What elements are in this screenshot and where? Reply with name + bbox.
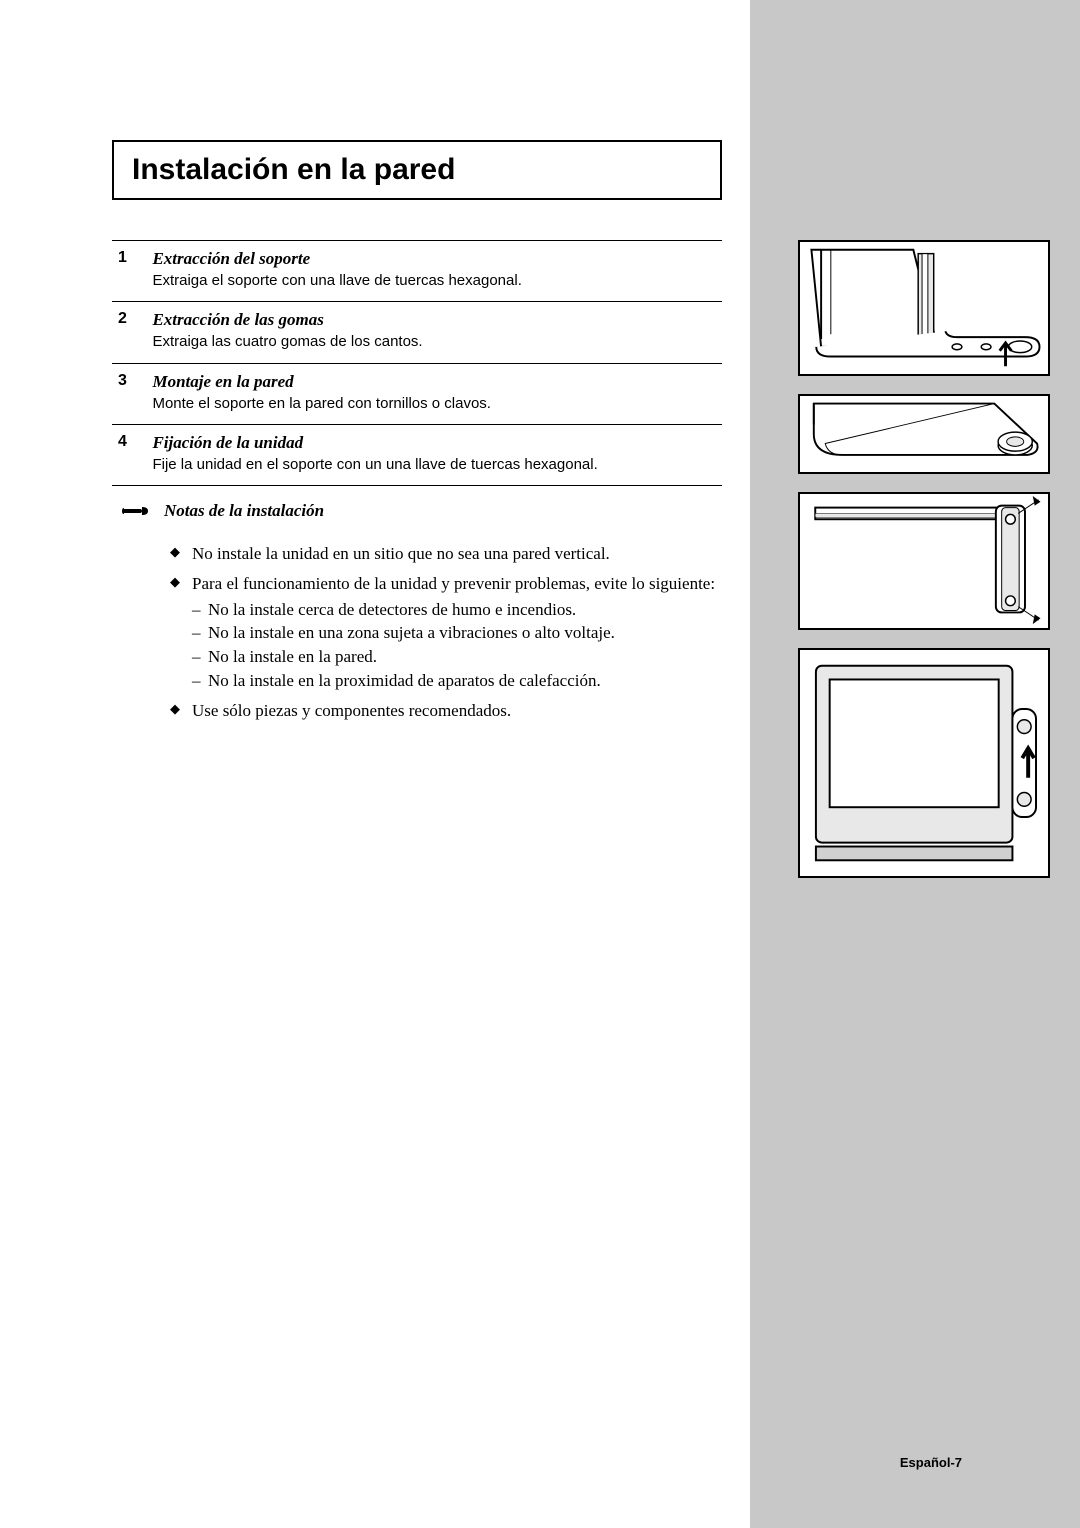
- step-row: 3 Montaje en la pared Monte el soporte e…: [112, 363, 722, 424]
- step-row: 4 Fijación de la unidad Fije la unidad e…: [112, 424, 722, 486]
- step-title: Extracción de las gomas: [152, 310, 712, 330]
- step-desc: Monte el soporte en la pared con tornill…: [152, 394, 712, 414]
- notes-item: Use sólo piezas y componentes recomendad…: [170, 699, 722, 723]
- step-number: 3: [112, 372, 148, 390]
- notes-item-text: No instale la unidad en un sitio que no …: [192, 544, 610, 563]
- notes-sublist: No la instale cerca de detectores de hum…: [192, 598, 722, 693]
- figure-wall-bracket: [798, 492, 1050, 630]
- step-title: Extracción del soporte: [152, 249, 712, 269]
- page-footer: Español-7: [900, 1455, 962, 1470]
- step-desc: Fije la unidad en el soporte con un una …: [152, 455, 712, 475]
- steps-list: 1 Extracción del soporte Extraiga el sop…: [112, 240, 722, 486]
- step-title: Fijación de la unidad: [152, 433, 712, 453]
- notes-subitem: No la instale en la proximidad de aparat…: [192, 669, 722, 693]
- page-title: Instalación en la pared: [132, 153, 702, 187]
- page: Instalación en la pared 1 Extracción del…: [0, 0, 1080, 1528]
- step-number: 2: [112, 310, 148, 328]
- step-row: 1 Extracción del soporte Extraiga el sop…: [112, 240, 722, 301]
- notes-item-text: Use sólo piezas y componentes recomendad…: [192, 701, 511, 720]
- notes-item-text: Para el funcionamiento de la unidad y pr…: [192, 574, 715, 593]
- notes-header: Notas de la instalación: [122, 500, 722, 522]
- notes-subitem: No la instale en la pared.: [192, 645, 722, 669]
- step-title: Montaje en la pared: [152, 372, 712, 392]
- step-number: 4: [112, 433, 148, 451]
- pointing-hand-icon: [122, 500, 150, 522]
- notes-item: No instale la unidad en un sitio que no …: [170, 542, 722, 566]
- title-box: Instalación en la pared: [112, 140, 722, 200]
- step-desc: Extraiga las cuatro gomas de los cantos.: [152, 332, 712, 352]
- notes-title: Notas de la instalación: [164, 501, 324, 521]
- figure-rubber-feet: [798, 394, 1050, 474]
- notes-subitem: No la instale cerca de detectores de hum…: [192, 598, 722, 622]
- step-desc: Extraiga el soporte con una llave de tue…: [152, 271, 712, 291]
- figure-unit-mounted: [798, 648, 1050, 878]
- notes-subitem: No la instale en una zona sujeta a vibra…: [192, 621, 722, 645]
- step-row: 2 Extracción de las gomas Extraiga las c…: [112, 301, 722, 362]
- notes-block: Notas de la instalación No instale la un…: [112, 500, 722, 729]
- step-number: 1: [112, 249, 148, 267]
- notes-item: Para el funcionamiento de la unidad y pr…: [170, 572, 722, 693]
- notes-list: No instale la unidad en un sitio que no …: [170, 542, 722, 723]
- figure-stand-removal: [798, 240, 1050, 376]
